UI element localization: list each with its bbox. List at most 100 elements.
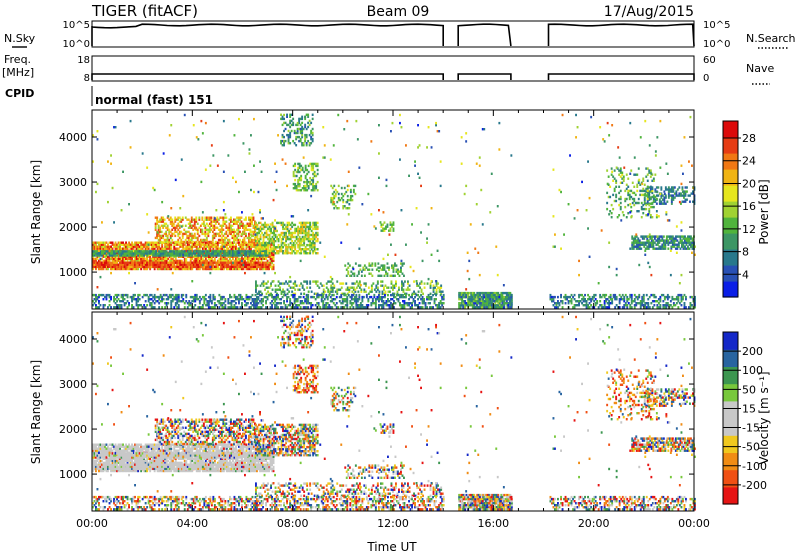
power-cell (128, 245, 130, 248)
power-cell (303, 225, 306, 229)
power-cell (233, 295, 236, 299)
power-cell (488, 291, 491, 295)
power-cell (181, 216, 184, 219)
power-cell (608, 295, 611, 299)
power-cell (289, 121, 292, 125)
power-cell (176, 300, 179, 303)
power-cell (411, 304, 413, 307)
power-cell (239, 265, 242, 268)
power-cell (120, 250, 123, 253)
power-cell (208, 218, 211, 221)
power-cell (152, 245, 155, 248)
power-cell (250, 263, 252, 266)
power-cell (125, 263, 127, 266)
power-cell (221, 254, 224, 257)
power-cell (150, 245, 153, 248)
power-cell (200, 250, 203, 253)
power-cell (466, 304, 469, 307)
power-cell (606, 302, 609, 305)
power-cell (202, 222, 205, 225)
power-cell (159, 226, 162, 229)
power-cell (140, 265, 143, 268)
power-cell (490, 300, 493, 303)
power-cell (279, 286, 281, 289)
power-cell (209, 300, 212, 303)
power-cell (272, 267, 275, 271)
power-cell (476, 293, 479, 297)
power-cell (135, 245, 138, 248)
power-cell (203, 254, 206, 257)
power-cell (235, 245, 237, 248)
power-cell (177, 255, 180, 258)
power-cell (491, 306, 494, 309)
power-cell (158, 254, 161, 257)
power-cell (298, 162, 301, 166)
power-cell (184, 216, 187, 219)
power-cell (198, 263, 201, 266)
power-cell (213, 236, 216, 240)
power-cell (334, 298, 337, 301)
power-cell (191, 247, 194, 250)
power-cell (201, 232, 204, 236)
power-cell (129, 265, 132, 268)
power-cell (464, 306, 467, 309)
power-cell (149, 265, 152, 268)
power-cell (380, 268, 383, 271)
power-cell (408, 293, 410, 297)
power-cell (173, 267, 176, 271)
power-cell (189, 263, 192, 266)
power-cell (209, 295, 212, 299)
power-cell (433, 298, 436, 301)
power-cell (237, 230, 240, 234)
power-cell (207, 224, 210, 227)
power-cell (153, 250, 156, 253)
power-cell (174, 218, 177, 221)
power-cell (500, 295, 503, 299)
power-cell (370, 288, 373, 291)
power-cell (259, 248, 262, 251)
power-cell (239, 306, 242, 309)
power-cell (143, 306, 146, 309)
power-cell (315, 282, 318, 285)
power-cell (273, 241, 275, 245)
power-cell (170, 255, 173, 258)
power-cell (307, 298, 310, 301)
power-cell (171, 259, 174, 263)
power-cell (143, 267, 146, 271)
power-cell (437, 286, 439, 289)
power-cell (204, 228, 207, 231)
power-cell (312, 182, 315, 186)
power-cell (174, 304, 177, 307)
power-cell (92, 267, 94, 271)
power-cell (231, 224, 234, 227)
power-cell (219, 255, 222, 258)
power-cell (310, 137, 313, 141)
power-cell (131, 304, 133, 307)
power-cell (468, 304, 471, 307)
power-cell (509, 293, 512, 297)
power-cell (95, 304, 97, 307)
power-cell (261, 231, 263, 235)
power-cell (371, 274, 374, 277)
power-cell (340, 196, 343, 200)
power-cell (214, 226, 217, 229)
power-cell (230, 304, 233, 307)
power-cell (301, 166, 304, 170)
power-cell (123, 247, 126, 250)
power-cell (257, 259, 260, 263)
power-cell (251, 257, 254, 261)
power-cell (303, 229, 306, 233)
power-cell (268, 233, 271, 237)
power-cell (248, 257, 251, 261)
power-cell (164, 247, 167, 250)
power-cell (408, 304, 410, 307)
power-cell (188, 302, 191, 305)
power-cell (458, 298, 461, 301)
power-cell (165, 302, 168, 305)
power-cell (187, 234, 190, 238)
power-cell (176, 298, 179, 301)
power-cell (193, 232, 196, 236)
power-cell (238, 254, 240, 257)
power-cell (392, 221, 395, 224)
power-cell (336, 288, 339, 291)
